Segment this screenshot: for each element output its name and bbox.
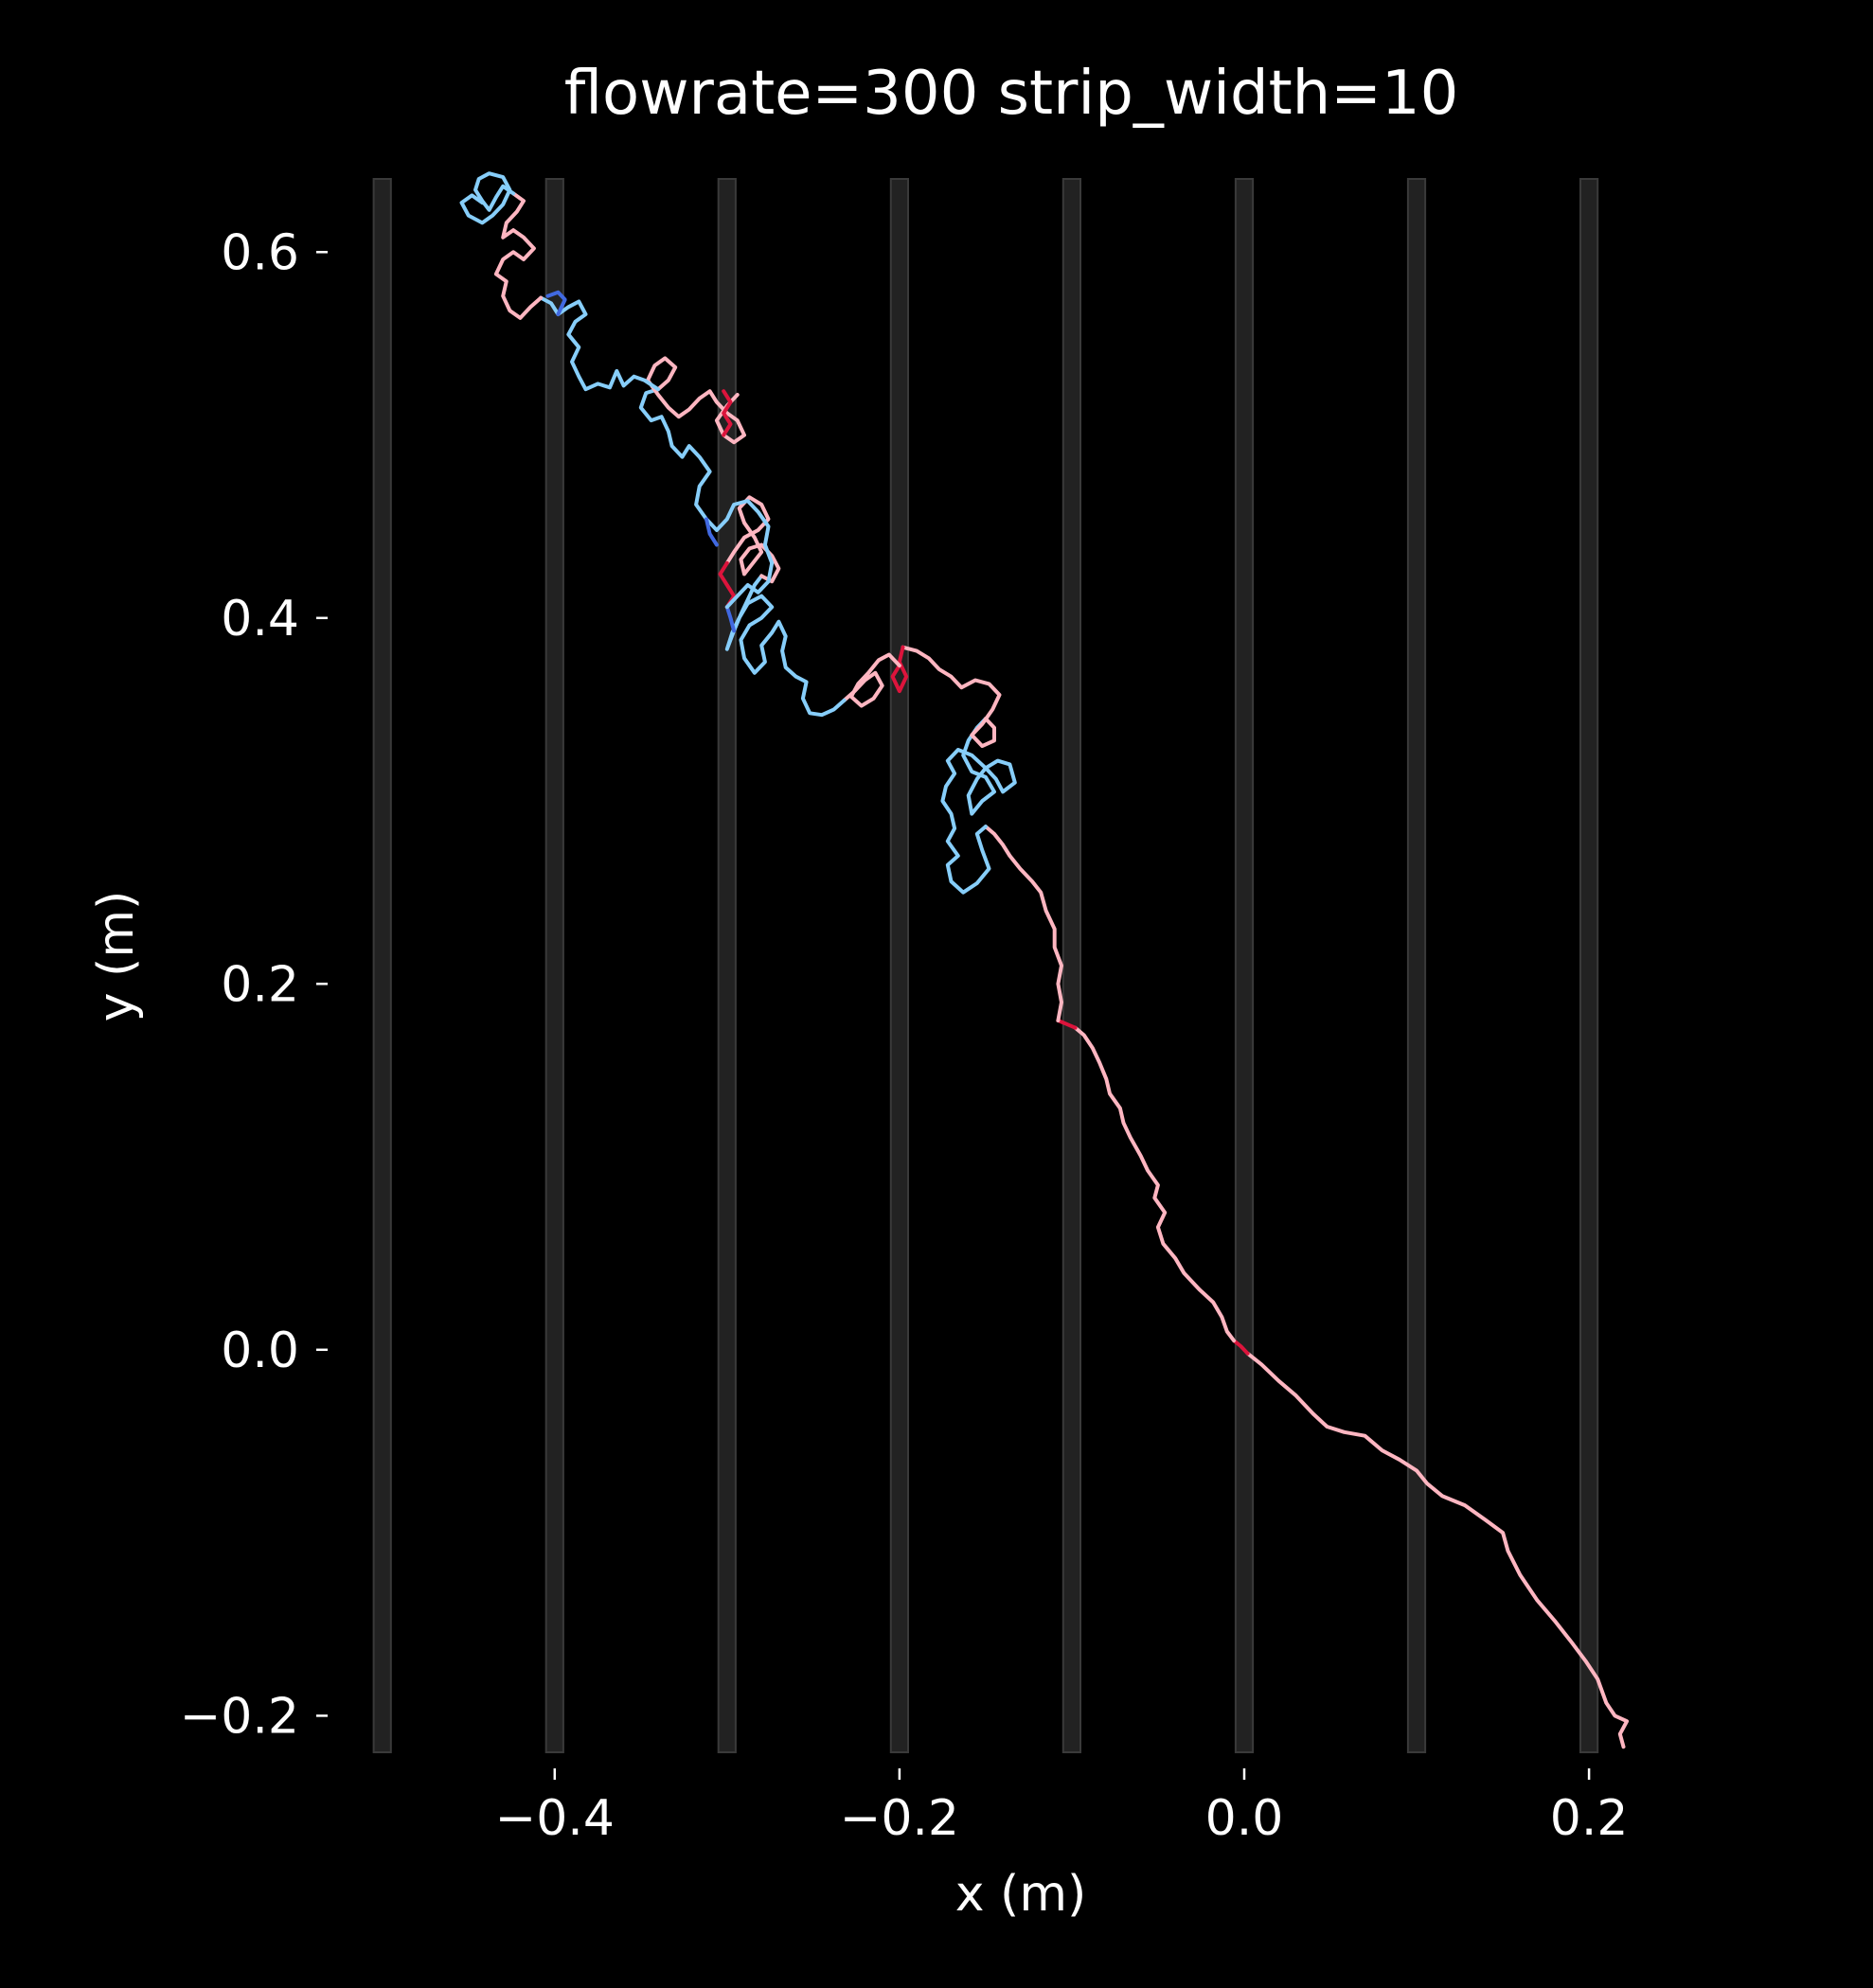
trajectory-segment-15 (646, 356, 746, 445)
trajectory-segment-9 (724, 574, 847, 718)
trajectory-segment-3 (1056, 1019, 1078, 1030)
trajectory-segment-10 (724, 605, 737, 633)
trajectory-segment-5 (940, 717, 1017, 895)
x-tick-label-0: −0.4 (495, 1790, 615, 1847)
y-axis-ticks: −0.2 0.0 0.2 0.4 0.6 (180, 224, 328, 1745)
strip-7 (1579, 178, 1599, 1753)
x-tick-label-1: −0.2 (840, 1790, 959, 1847)
trajectory-segment-19 (493, 191, 544, 320)
strip-layer (372, 178, 1599, 1753)
x-axis-label: x (m) (955, 1866, 1087, 1923)
trajectory-segment-6 (901, 645, 1002, 749)
y-tick-label-1: 0.0 (221, 1322, 299, 1379)
x-tick-label-3: 0.2 (1550, 1790, 1629, 1847)
trajectory-layer (459, 171, 1630, 1749)
strip-5 (1234, 178, 1255, 1753)
trajectory-segment-7 (890, 645, 909, 694)
strip-0 (372, 178, 392, 1753)
trajectory-segment-0 (1245, 1351, 1630, 1749)
y-axis-label: y (m) (88, 891, 145, 1022)
trajectory-segment-14 (705, 517, 719, 547)
trajectory-segment-16 (722, 389, 733, 437)
y-tick-label-3: 0.4 (221, 591, 299, 648)
trajectory-segment-4 (983, 825, 1063, 1022)
trajectory-segment-8 (842, 652, 901, 708)
y-tick-label-2: 0.2 (221, 956, 299, 1013)
x-axis-ticks: −0.4 −0.2 0.0 0.2 (495, 1768, 1629, 1847)
y-tick-label-4: 0.6 (221, 224, 299, 281)
y-tick-label-0: −0.2 (180, 1688, 299, 1745)
strip-1 (544, 178, 564, 1753)
trajectory-segment-17 (539, 295, 660, 392)
trajectory-segment-1 (1232, 1339, 1250, 1356)
trajectory-segment-18 (545, 290, 567, 316)
strip-6 (1406, 178, 1427, 1753)
trajectory-segment-2 (1073, 1025, 1237, 1343)
chart-title: flowrate=300 strip_width=10 (564, 59, 1459, 129)
strip-4 (1061, 178, 1082, 1753)
strip-3 (889, 178, 909, 1753)
x-tick-label-2: 0.0 (1205, 1790, 1284, 1847)
trajectory-segment-20 (459, 171, 516, 225)
